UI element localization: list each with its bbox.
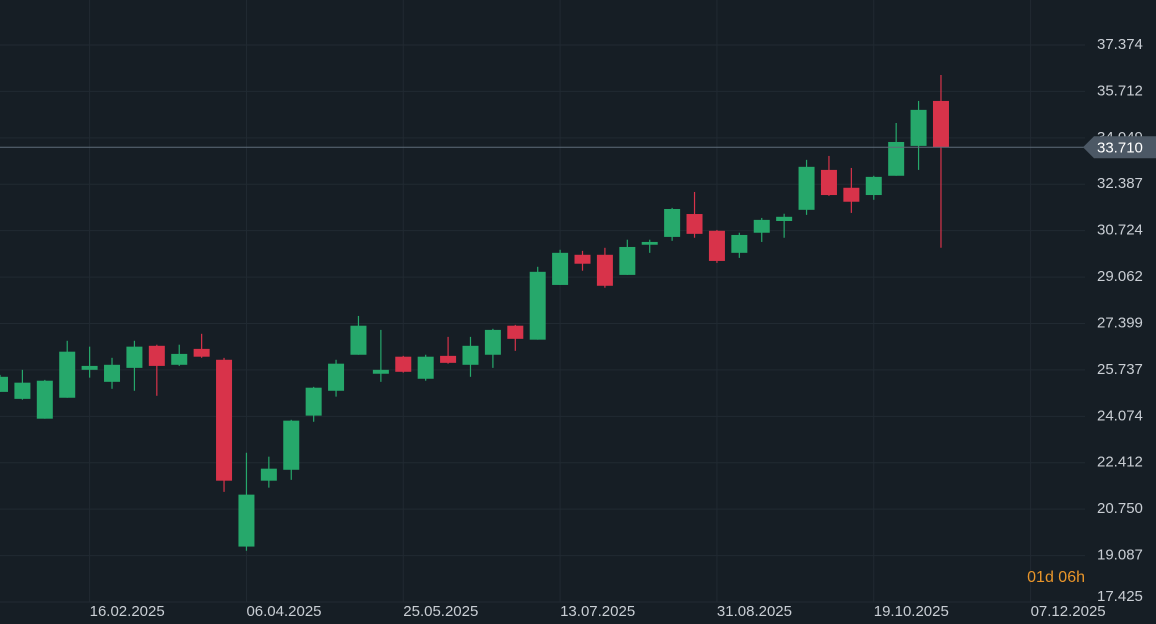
- y-tick-label: 32.387: [1097, 175, 1143, 192]
- x-tick-label: 13.07.2025: [560, 603, 635, 620]
- candle-body: [305, 387, 322, 416]
- candle-body: [238, 494, 255, 547]
- y-tick-label: 35.712: [1097, 82, 1143, 99]
- y-tick-label: 30.724: [1097, 222, 1143, 239]
- y-tick-label: 29.062: [1097, 268, 1143, 285]
- y-tick-label: 25.737: [1097, 361, 1143, 378]
- candle-body: [753, 219, 770, 233]
- candle-body: [910, 109, 927, 146]
- candle-body: [484, 329, 501, 355]
- countdown: 01d 06h: [1027, 569, 1085, 586]
- candle-body: [820, 169, 837, 196]
- y-tick-label: 22.412: [1097, 454, 1143, 471]
- y-tick-label: 37.374: [1097, 36, 1143, 53]
- candle-body: [574, 254, 591, 264]
- candle-body: [529, 271, 546, 340]
- x-tick-label: 06.04.2025: [246, 603, 321, 620]
- candle-body: [81, 365, 98, 370]
- candle-body: [462, 345, 479, 365]
- candle-body: [843, 187, 860, 202]
- candle-body: [171, 353, 188, 365]
- candle-body: [59, 351, 76, 398]
- y-tick-label: 20.750: [1097, 500, 1143, 517]
- candle-body: [507, 325, 524, 339]
- candle-body: [148, 345, 165, 366]
- candle-body: [395, 356, 412, 372]
- candle-body: [708, 230, 725, 261]
- candle-body: [686, 214, 703, 234]
- candle-body: [932, 100, 949, 148]
- candle-body: [14, 382, 31, 399]
- candle-body: [641, 241, 658, 245]
- x-tick-label: 07.12.2025: [1031, 603, 1106, 620]
- current-price-label: 33.710: [1097, 139, 1143, 156]
- candle-body: [776, 216, 793, 222]
- x-tick-label: 19.10.2025: [874, 603, 949, 620]
- candles: [0, 74, 1156, 551]
- candle-body: [372, 369, 389, 374]
- x-tick-label: 31.08.2025: [717, 603, 792, 620]
- candle-body: [193, 348, 210, 357]
- candle-body: [417, 356, 434, 379]
- candle-body: [260, 468, 277, 481]
- candle-body: [888, 141, 905, 176]
- candle-body: [350, 325, 367, 355]
- candle-body: [798, 166, 815, 210]
- y-tick-label: 24.074: [1097, 407, 1143, 424]
- candle-body: [0, 376, 8, 392]
- current-price-tag: [1083, 136, 1156, 159]
- candle-body: [283, 420, 300, 470]
- candle-body: [104, 364, 121, 382]
- y-tick-label: 27.399: [1097, 314, 1143, 331]
- grid: [0, 0, 1085, 603]
- candle-body: [731, 234, 748, 253]
- candle-body: [619, 246, 636, 275]
- candle-body: [328, 363, 345, 391]
- candle-body: [216, 359, 233, 481]
- y-tick-label: 17.425: [1097, 588, 1143, 605]
- candle-body: [126, 346, 143, 368]
- candle-body: [440, 355, 457, 363]
- candle-body: [664, 208, 681, 237]
- candle-body: [36, 380, 53, 419]
- axis-labels: 17.425 19.087 20.750 22.412 24.074 25.737 27.3…: [90, 36, 1156, 620]
- candle-body: [552, 252, 569, 285]
- candle-body: [865, 176, 882, 196]
- x-tick-label: 25.05.2025: [403, 603, 478, 620]
- x-tick-label: 16.02.2025: [90, 603, 165, 620]
- y-tick-label: 19.087: [1097, 547, 1143, 564]
- candle-body: [596, 254, 613, 286]
